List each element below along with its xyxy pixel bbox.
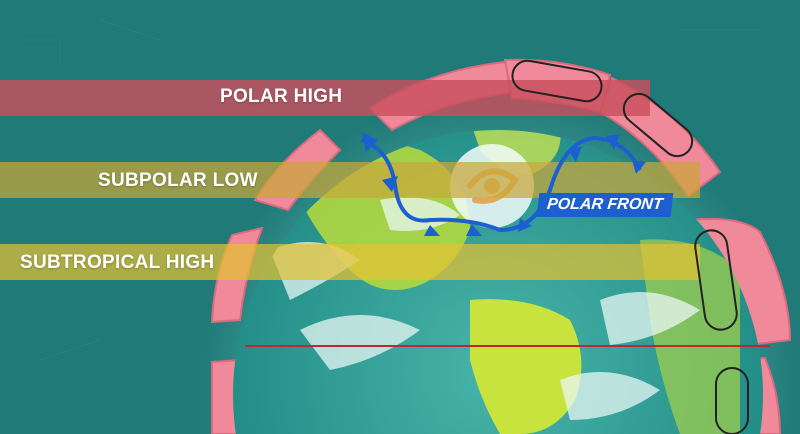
cell-circulation-arrows (511, 59, 749, 434)
label-polar-high: POLAR HIGH (220, 86, 343, 107)
band-subtropical-high (0, 244, 700, 280)
band-subpolar-low (0, 162, 700, 198)
pressure-bands (0, 80, 700, 280)
label-polar-front: POLAR FRONT (536, 193, 673, 217)
band-polar-high (0, 80, 650, 116)
background-pattern (20, 19, 760, 361)
label-subtropical-high: SUBTROPICAL HIGH (20, 252, 215, 273)
label-subpolar-low: SUBPOLAR LOW (98, 170, 258, 191)
land-south-america (470, 299, 582, 434)
polar-front-line (361, 132, 646, 236)
